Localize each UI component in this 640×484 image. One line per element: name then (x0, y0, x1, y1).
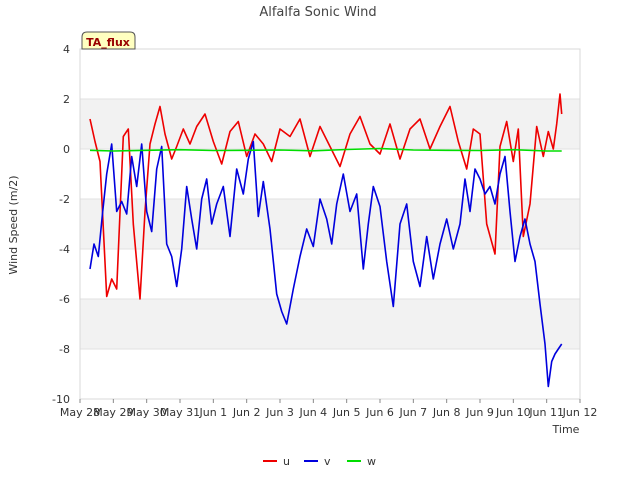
annotation-badge-box (81, 31, 136, 50)
series-line-w (89, 147, 562, 152)
x-tick-label: May 29 (93, 406, 133, 419)
x-tick-label: Jun 2 (232, 406, 261, 419)
x-tick-label: Jun 4 (298, 406, 327, 419)
y-tick-label: -4 (59, 243, 70, 256)
y-tick-label: -10 (52, 393, 70, 406)
grid-band (80, 199, 580, 249)
grid-band (80, 49, 580, 99)
y-axis-ticks: -10 -8 -6 -4 -2 0 2 4 (52, 43, 70, 406)
y-tick-label: -6 (59, 293, 70, 306)
grid-band (80, 349, 580, 399)
series-line-v (89, 140, 563, 388)
x-tick-label: May 30 (127, 406, 167, 419)
y-tick-label: 0 (63, 143, 70, 156)
x-tick-label: Jun 11 (528, 406, 564, 419)
y-axis-label: Wind Speed (m/2) (7, 175, 20, 274)
grid-band (80, 299, 580, 349)
y-tick-label: -2 (59, 193, 70, 206)
y-tick-label: -8 (59, 343, 70, 356)
x-tick-label: Jun 10 (495, 406, 531, 419)
x-tick-label: Jun 1 (198, 406, 227, 419)
y-tick-label: 4 (63, 43, 70, 56)
legend-label-w: w (367, 455, 376, 468)
grid-band (80, 249, 580, 299)
background-bands (80, 48, 580, 400)
annotation-badge: TA_flux (81, 31, 136, 50)
plot-border (79, 48, 581, 400)
x-tick-label: Jun 6 (365, 406, 394, 419)
plot-frame (79, 48, 581, 400)
legend: u v w (263, 455, 376, 468)
x-tick-label: Jun 3 (265, 406, 294, 419)
x-tick-label: May 28 (60, 406, 100, 419)
annotation-text: TA_flux (86, 36, 130, 49)
x-tick-label: Jun 8 (432, 406, 461, 419)
chart-title: Alfalfa Sonic Wind (259, 5, 376, 20)
x-tick-label: Jun 7 (398, 406, 427, 419)
legend-label-u: u (283, 455, 290, 468)
y-tick-label: 2 (63, 93, 70, 106)
legend-label-v: v (324, 455, 331, 468)
x-tick-label: Jun 5 (332, 406, 361, 419)
series-line-u (89, 93, 563, 300)
x-tick-label: May 31 (160, 406, 200, 419)
series-lines (89, 93, 563, 388)
x-tick-label: Jun 12 (562, 406, 598, 419)
x-axis-label: Time (552, 423, 580, 436)
x-tick-label: Jun 9 (465, 406, 494, 419)
